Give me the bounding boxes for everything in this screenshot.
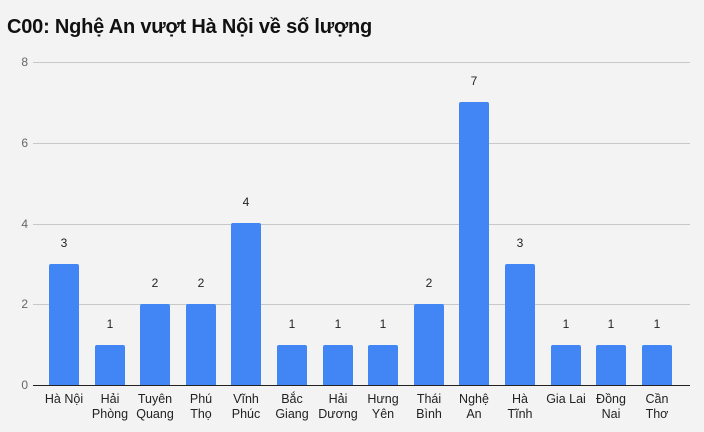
data-label: 1 [379,317,387,331]
bar [551,345,581,385]
y-tick-label: 4 [21,217,28,231]
y-tick-label: 0 [21,378,28,392]
gridline [33,143,690,144]
x-tick-label: Đồng Nai [596,392,626,421]
bar [459,102,489,385]
bar [414,304,444,385]
data-label: 4 [242,195,250,209]
data-label: 3 [516,236,524,250]
x-tick-label: Nghệ An [459,392,489,421]
bar [596,345,626,385]
bar [140,304,170,385]
gridline [33,224,690,225]
data-label: 7 [470,74,478,88]
chart-title: C00: Nghệ An vượt Hà Nội về số lượng [7,16,373,38]
x-tick-label: Thái Bình [416,392,442,421]
bar [368,345,398,385]
bar [323,345,353,385]
x-tick-label: Hải Dương [318,392,358,421]
x-tick-label: Tuyên Quang [136,392,174,421]
data-label: 2 [151,276,159,290]
bar [642,345,672,385]
data-label: 1 [288,317,296,331]
bar [505,264,535,385]
bar [231,223,261,385]
x-axis-line [33,385,690,386]
data-label: 2 [425,276,433,290]
bar [186,304,216,385]
x-tick-label: Cần Thơ [645,392,669,421]
data-label: 1 [334,317,342,331]
y-tick-label: 6 [21,136,28,150]
x-tick-label: Vĩnh Phúc [231,392,261,421]
x-tick-label: Bắc Giang [275,392,309,421]
x-tick-label: Hà Tĩnh [507,392,533,421]
bar [95,345,125,385]
x-tick-label: Hải Phòng [91,392,129,421]
gridline [33,62,690,63]
y-tick-label: 8 [21,55,28,69]
x-tick-label: Hưng Yên [367,392,399,421]
data-label: 2 [197,276,205,290]
x-tick-label: Gia Lai [546,392,586,406]
bar [49,264,79,385]
data-label: 3 [60,236,68,250]
x-tick-label: Phú Thọ [189,392,213,421]
data-label: 1 [562,317,570,331]
gridline [33,304,690,305]
data-label: 1 [607,317,615,331]
data-label: 1 [653,317,661,331]
data-label: 1 [106,317,114,331]
bar [277,345,307,385]
x-tick-label: Hà Nội [44,392,84,406]
y-tick-label: 2 [21,297,28,311]
